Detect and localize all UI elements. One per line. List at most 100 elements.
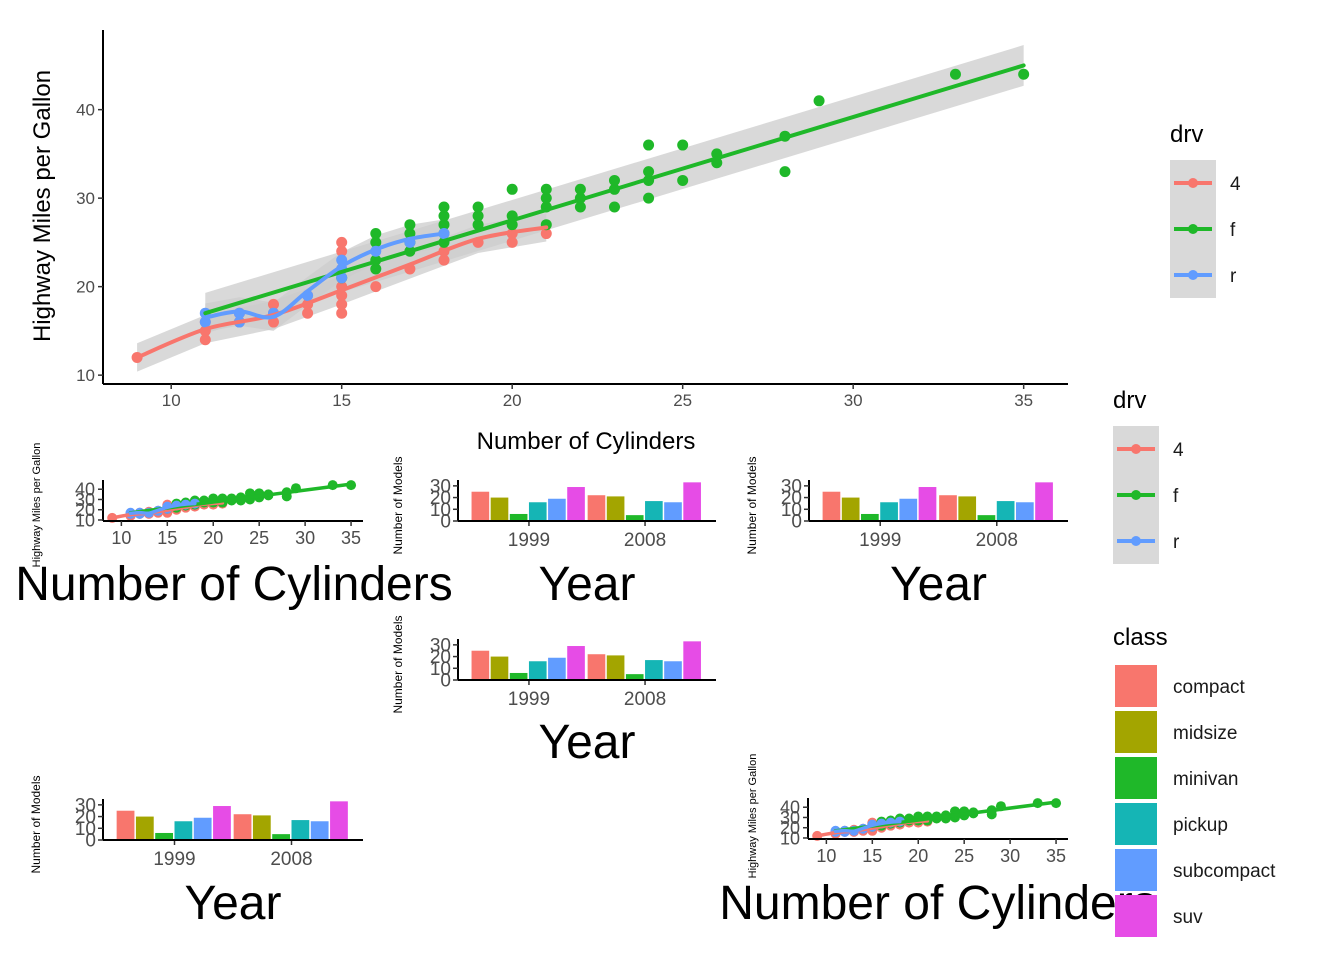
bar-subcompact-2008: [1015, 502, 1034, 521]
x-tick-label: 35: [1046, 846, 1066, 866]
point-drv-f: [643, 166, 655, 178]
y-axis-title: Highway Miles per Gallon: [747, 754, 759, 879]
legend-label-pickup: pickup: [1173, 815, 1228, 836]
point-drv-f: [472, 219, 484, 231]
legend-class: class compact midsize minivan pickup subcompa…: [1113, 624, 1276, 937]
legend-label-subcompact: subcompact: [1173, 861, 1276, 882]
point-drv-f: [540, 192, 552, 204]
y-tick-label: 20: [75, 500, 95, 520]
x-tick-label: 30: [1000, 846, 1020, 866]
bar-suv-2008: [683, 482, 701, 521]
bar-pickup-1999: [174, 821, 193, 840]
x-tick-label: 20: [908, 846, 928, 866]
x-tick-label: 30: [844, 391, 863, 410]
smooth-line-drv-r: [833, 819, 902, 834]
legend-label-suv: suv: [1173, 907, 1203, 928]
y-tick-label: 20: [75, 807, 96, 828]
bar-compact-1999: [822, 491, 841, 521]
x-axis-title: Number of Cylinders: [719, 877, 1156, 930]
bar-suv-1999: [567, 487, 585, 521]
point-drv-f: [438, 201, 450, 213]
bar-pickup-1999: [528, 502, 547, 521]
legend-drv-2: drv 4 f r: [1113, 387, 1184, 564]
point-drv-f: [404, 219, 416, 231]
bar-midsize-2008: [958, 496, 977, 521]
x-tick-label: 35: [1014, 391, 1033, 410]
bar-midsize-1999: [490, 656, 509, 680]
x-tick-label: 25: [954, 846, 974, 866]
legend-label-f: f: [1230, 220, 1236, 241]
x-tick-label: 25: [673, 391, 692, 410]
point-drv-f: [370, 228, 382, 240]
x-tick-label: 2008: [976, 530, 1018, 551]
point-drv-f: [438, 219, 450, 231]
x-axis-title: Year: [539, 558, 636, 611]
y-axis-title: Highway Miles per Gallon: [31, 443, 43, 568]
x-tick-label: 10: [162, 391, 181, 410]
legend-label-4: 4: [1173, 440, 1184, 461]
y-tick-label: 20: [430, 647, 451, 668]
bar-midsize-1999: [135, 816, 154, 840]
bar-pickup-1999: [528, 661, 547, 680]
bar-midsize-2008: [606, 655, 625, 680]
point-drv-f: [677, 174, 689, 186]
bar-compact-1999: [471, 650, 490, 680]
point-drv-f: [370, 263, 382, 275]
legend-label-4: 4: [1230, 174, 1241, 195]
y-tick-label: 30: [780, 808, 800, 828]
x-tick-label: 35: [341, 528, 361, 548]
legend-drv-1: drv 4 f r: [1170, 121, 1241, 298]
legend-key-midsize: [1115, 711, 1157, 753]
legend-label-compact: compact: [1173, 677, 1246, 698]
point-drv-f: [574, 201, 586, 213]
bar-compact-2008: [587, 495, 606, 521]
point-drv-f: [472, 210, 484, 222]
point-drv-4: [199, 334, 211, 346]
bar-pickup-2008: [645, 501, 663, 521]
bar-subcompact-1999: [899, 498, 918, 521]
point-drv-4: [336, 307, 348, 319]
x-axis-title: Year: [890, 558, 987, 611]
legend-title: drv: [1113, 387, 1146, 414]
bar-midsize-1999: [841, 497, 860, 521]
point-drv-4: [302, 307, 314, 319]
point-drv-f: [779, 166, 791, 178]
smooth-line-drv-r: [128, 501, 197, 516]
x-tick-label: 15: [157, 528, 177, 548]
y-tick-label: 30: [76, 189, 95, 208]
point-drv-f: [540, 183, 552, 195]
legend-title: drv: [1170, 121, 1203, 148]
bar-suv-1999: [567, 646, 585, 680]
y-axis-title: Number of Models: [391, 456, 405, 554]
x-tick-label: 20: [503, 391, 522, 410]
point-drv-f: [608, 174, 620, 186]
bar-suv-2008: [1035, 482, 1053, 521]
legend-key-point-4: [1131, 444, 1141, 454]
legend-key-subcompact: [1115, 849, 1157, 891]
point-drv-4: [336, 245, 348, 257]
point-drv-4: [438, 254, 450, 266]
legend-key-point-f: [1131, 490, 1141, 500]
point-drv-4: [370, 281, 382, 293]
point-drv-f: [1018, 68, 1030, 80]
point-drv-f: [438, 210, 450, 222]
bar-midsize-2008: [606, 496, 625, 521]
y-tick-label: 0: [440, 512, 451, 533]
x-tick-label: 15: [862, 846, 882, 866]
smooth-line-drv-f: [203, 63, 1026, 316]
y-axis-title: Number of Models: [745, 456, 759, 554]
smooth-line-drv-r: [203, 231, 446, 320]
legend-key-suv: [1115, 895, 1157, 937]
point-drv-4: [506, 236, 518, 248]
panel-main-scatter: 10 15 20 25 30 35 10 20 30 40 Number of Cylinders H…: [29, 30, 1068, 455]
legend-label-f: f: [1173, 486, 1179, 507]
point-drv-f: [574, 183, 586, 195]
bar-subcompact-2008: [664, 502, 682, 521]
legend-label-midsize: midsize: [1173, 723, 1237, 744]
point-drv-4: [336, 298, 348, 310]
x-axis-title: Year: [539, 716, 636, 769]
x-axis-title: Number of Cylinders: [477, 428, 696, 455]
legend-key-point-4: [1188, 178, 1198, 188]
